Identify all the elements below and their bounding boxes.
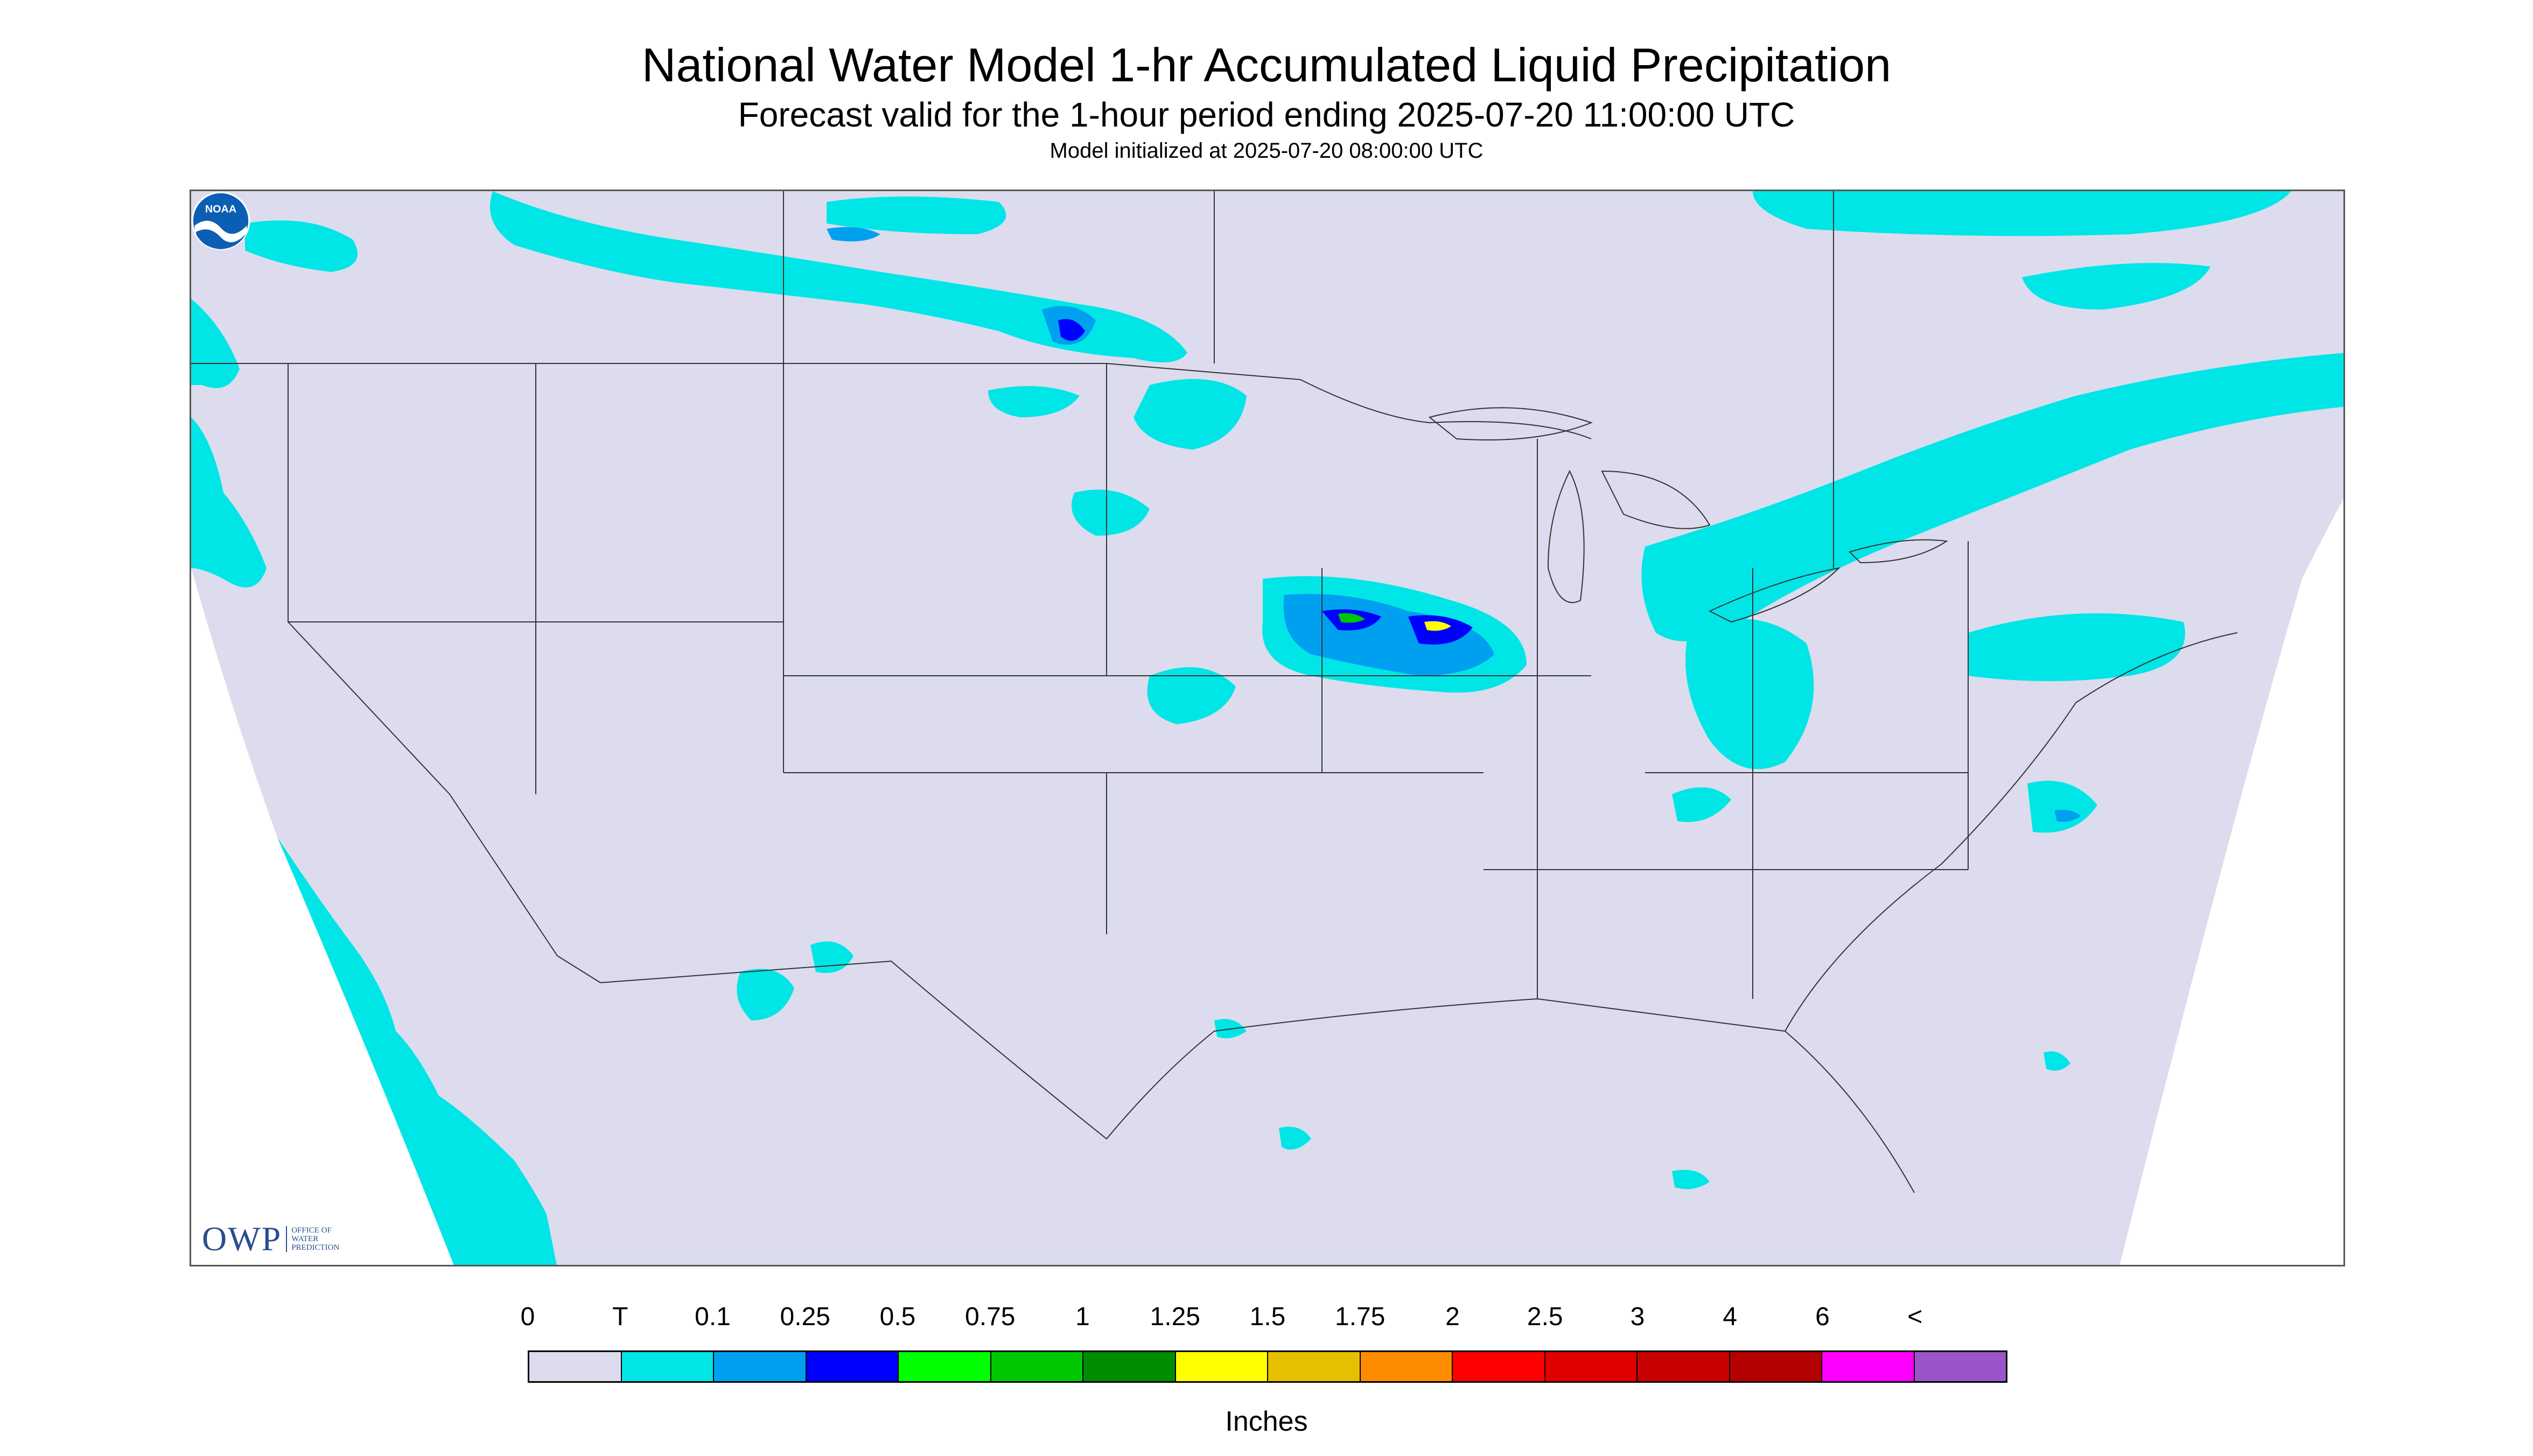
- legend-label: 0: [520, 1303, 535, 1331]
- map-title: National Water Model 1-hr Accumulated Li…: [641, 38, 1892, 92]
- midwest-precip: [1338, 613, 1365, 623]
- gulf-precip: [2044, 1051, 2070, 1071]
- legend-labels: 0 T 0.1 0.25 0.5 0.75 1 1.25 1.5 1.75 2 2.5 3 4 6 <: [521, 1302, 2014, 1334]
- legend-swatch: [1638, 1352, 1730, 1381]
- legend-label: 1.5: [1249, 1303, 1286, 1331]
- legend-swatch: [1730, 1352, 1822, 1381]
- northeast-precip: [1968, 613, 2185, 681]
- noaa-logo: NOAA: [191, 191, 250, 250]
- northeast-precip: [1753, 191, 2291, 236]
- legend-label: 0.1: [695, 1303, 731, 1331]
- canada-precip: [827, 227, 880, 242]
- plains-precip: [1072, 489, 1150, 536]
- precipitation-map: OWP OFFICE OF WATER PREDICTION NOAA: [190, 190, 2345, 1266]
- southwest-precip: [737, 969, 794, 1020]
- legend-label: 6: [1815, 1303, 1830, 1331]
- legend-label: 0.75: [965, 1303, 1016, 1331]
- canada-precip: [490, 191, 1187, 362]
- plains-precip: [1133, 379, 1247, 450]
- legend-unit-label: Inches: [1225, 1406, 1308, 1437]
- legend-swatch: [1268, 1352, 1361, 1381]
- noaa-logo-text: NOAA: [205, 204, 236, 215]
- legend-label: <: [1907, 1303, 1923, 1331]
- legend-swatch: [991, 1352, 1083, 1381]
- legend-swatch: [1822, 1352, 1915, 1381]
- map-canvas: [191, 191, 2343, 1265]
- pacific-precip: [277, 837, 557, 1265]
- atlantic-precip: [2027, 781, 2097, 833]
- legend-swatch: [806, 1352, 899, 1381]
- canada-precip: [827, 197, 1006, 234]
- legend-swatch: [1545, 1352, 1638, 1381]
- gulf-precip: [1279, 1126, 1311, 1150]
- legend-label: T: [612, 1303, 628, 1331]
- legend-swatch: [1360, 1352, 1453, 1381]
- model-init-text: Model initialized at 2025-07-20 08:00:00…: [1049, 139, 1484, 163]
- northeast-precip: [2022, 263, 2210, 310]
- owp-logo: OWP OFFICE OF WATER PREDICTION: [202, 1217, 339, 1261]
- pacific-precip: [191, 417, 267, 587]
- legend-swatch: [1083, 1352, 1176, 1381]
- northeast-precip: [1685, 619, 1814, 769]
- legend-swatch: [1453, 1352, 1545, 1381]
- owp-sub-line: OFFICE OF: [291, 1226, 332, 1235]
- legend-colorbar: [528, 1350, 2007, 1383]
- forecast-valid-subtitle: Forecast valid for the 1-hour period end…: [738, 95, 1795, 134]
- legend-swatch: [899, 1352, 991, 1381]
- legend-swatch: [621, 1352, 714, 1381]
- plains-precip: [1147, 667, 1236, 724]
- atlantic-precip: [2054, 809, 2081, 822]
- legend-label: 2.5: [1527, 1303, 1563, 1331]
- legend-label: 4: [1723, 1303, 1738, 1331]
- plains-precip: [988, 386, 1080, 417]
- owp-logo-text: OWP: [202, 1220, 282, 1258]
- legend-label: 3: [1630, 1303, 1645, 1331]
- legend-label: 1: [1075, 1303, 1090, 1331]
- legend-swatch: [529, 1352, 622, 1381]
- owp-sub-line: PREDICTION: [291, 1243, 340, 1252]
- legend-swatch: [1914, 1352, 2006, 1381]
- great-lakes: [1428, 407, 1948, 623]
- model-domain: [191, 191, 2343, 1265]
- legend-label: 0.5: [879, 1303, 916, 1331]
- canada-precip: [245, 220, 358, 272]
- owp-logo-subtext: OFFICE OF WATER PREDICTION: [286, 1226, 339, 1252]
- midwest-precip: [1424, 621, 1451, 631]
- boundaries: [191, 191, 2238, 1193]
- legend-label: 1.75: [1335, 1303, 1386, 1331]
- legend-swatch: [1175, 1352, 1268, 1381]
- legend-label: 1.25: [1150, 1303, 1200, 1331]
- legend-swatch: [714, 1352, 807, 1381]
- canada-precip: [1058, 319, 1085, 341]
- owp-sub-line: WATER: [291, 1235, 319, 1243]
- gulf-precip: [1672, 1170, 1710, 1189]
- northeast-precip: [1641, 353, 2343, 641]
- legend-label: 0.25: [780, 1303, 830, 1331]
- northeast-precip: [1672, 787, 1731, 822]
- pacific-precip: [191, 299, 240, 388]
- legend-label: 2: [1445, 1303, 1460, 1331]
